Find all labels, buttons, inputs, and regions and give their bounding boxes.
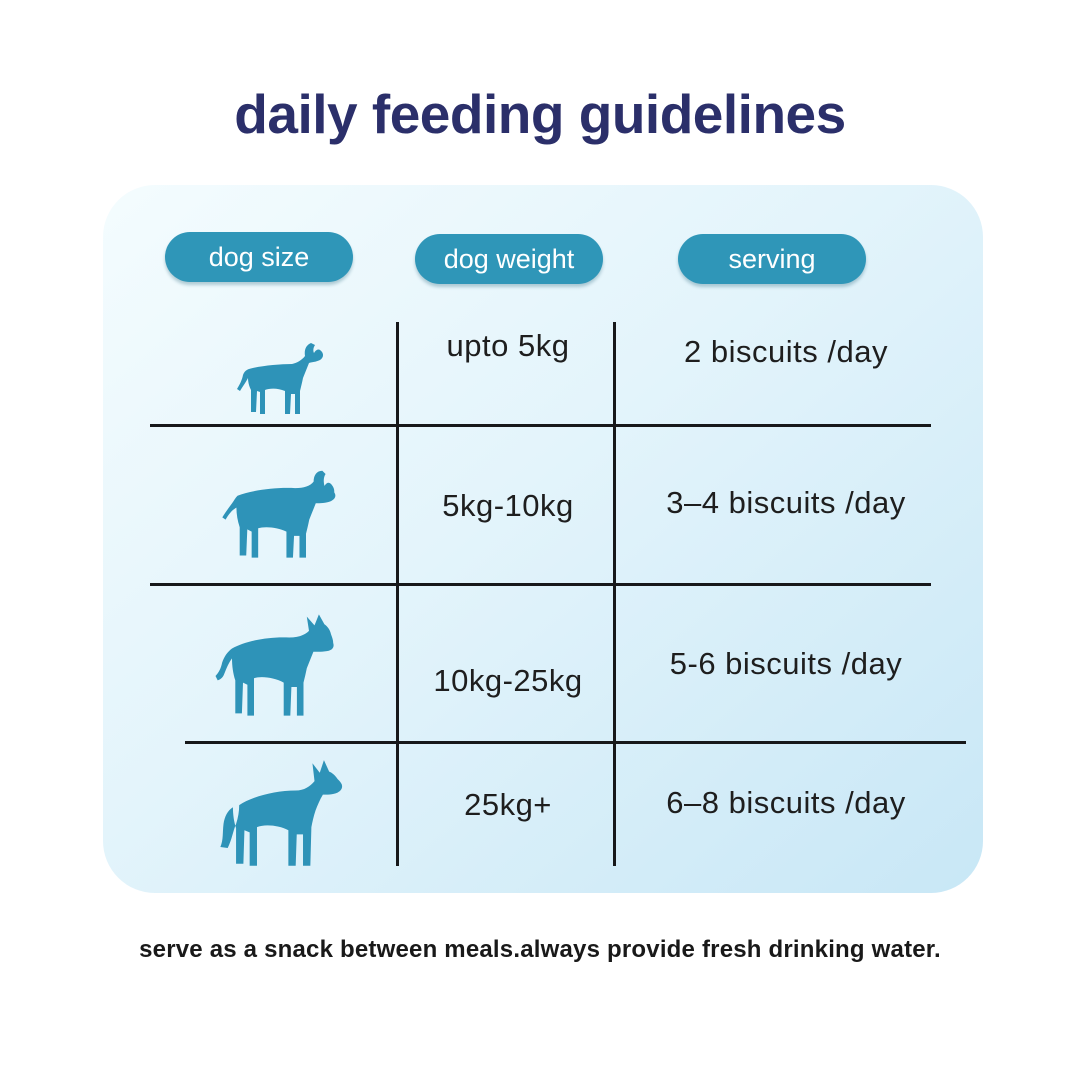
dog-weight-value: upto 5kg — [446, 328, 570, 363]
feeding-table-card — [103, 185, 983, 893]
row-divider — [150, 583, 931, 586]
dog-weight-value: 5kg-10kg — [442, 488, 574, 523]
column-header-label: dog weight — [443, 243, 575, 274]
column-header-dog-weight: dog weight — [415, 234, 603, 284]
serving-value: 5-6 biscuits /day — [669, 646, 903, 681]
extra-large-dog-icon — [212, 757, 348, 870]
medium-dog-icon — [221, 462, 341, 562]
column-header-label: serving — [728, 243, 816, 274]
column-divider — [396, 322, 399, 866]
column-header-serving: serving — [678, 234, 866, 284]
dog-weight-value: 10kg-25kg — [433, 663, 583, 698]
serving-value: 6–8 biscuits /day — [666, 785, 906, 820]
serving-value: 3–4 biscuits /day — [666, 485, 906, 520]
column-header-label: dog size — [208, 241, 310, 272]
column-header-dog-size: dog size — [165, 232, 353, 282]
column-divider — [613, 322, 616, 866]
page-title: daily feeding guidelines — [234, 83, 846, 145]
dog-weight-value: 25kg+ — [464, 787, 552, 822]
large-dog-icon — [210, 610, 342, 720]
small-dog-icon — [234, 336, 334, 418]
serving-value: 2 biscuits /day — [684, 334, 888, 369]
footnote: serve as a snack between meals.always pr… — [139, 936, 941, 963]
row-divider — [150, 424, 931, 427]
row-divider — [185, 741, 966, 744]
